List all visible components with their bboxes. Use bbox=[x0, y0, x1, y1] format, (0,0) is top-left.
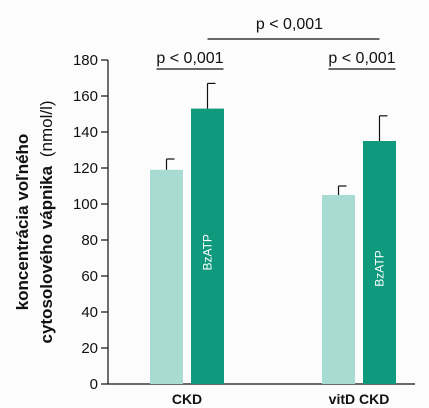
bar bbox=[322, 195, 355, 384]
y-axis-title: koncentrácia voľného cytosolového vápnik… bbox=[13, 100, 56, 343]
y-axis-title-unit: (nmol/l) bbox=[37, 100, 56, 157]
bar-inner-label: BzATP bbox=[201, 234, 215, 270]
y-axis-title-line-1: koncentrácia voľného bbox=[13, 134, 32, 311]
y-tick-label: 140 bbox=[73, 124, 98, 141]
significance-label: p < 0,001 bbox=[328, 50, 395, 67]
significance-label: p < 0,001 bbox=[256, 16, 323, 33]
x-category-label: vitD CKD bbox=[329, 391, 390, 407]
y-tick-label: 60 bbox=[81, 268, 98, 285]
significance-annotations: p < 0,001 p < 0,001 p < 0,001 bbox=[156, 16, 396, 70]
x-category-label: CKD bbox=[172, 391, 202, 407]
y-tick-label: 0 bbox=[90, 376, 98, 393]
y-axis-title-line-2-main: cytosolového vápnika bbox=[37, 165, 56, 343]
bar bbox=[191, 108, 224, 384]
y-axis: 0 20 40 60 80 100 120 140 160 180 bbox=[73, 52, 415, 393]
y-tick-label: 160 bbox=[73, 88, 98, 105]
bar-inner-label: BzATP bbox=[373, 250, 387, 286]
bars: BzATP BzATP bbox=[150, 82, 396, 384]
bar bbox=[150, 169, 183, 384]
y-tick-label: 20 bbox=[81, 340, 98, 357]
significance-label: p < 0,001 bbox=[156, 50, 223, 67]
y-tick-label: 40 bbox=[81, 304, 98, 321]
x-axis-category-labels: CKD vitD CKD bbox=[172, 391, 390, 407]
y-tick-label: 80 bbox=[81, 232, 98, 249]
y-tick-label: 100 bbox=[73, 196, 98, 213]
bar bbox=[363, 141, 396, 384]
y-tick-label: 120 bbox=[73, 160, 98, 177]
y-axis-title-line-2: cytosolového vápnika (nmol/l) bbox=[37, 100, 56, 343]
y-tick-label: 180 bbox=[73, 52, 98, 69]
